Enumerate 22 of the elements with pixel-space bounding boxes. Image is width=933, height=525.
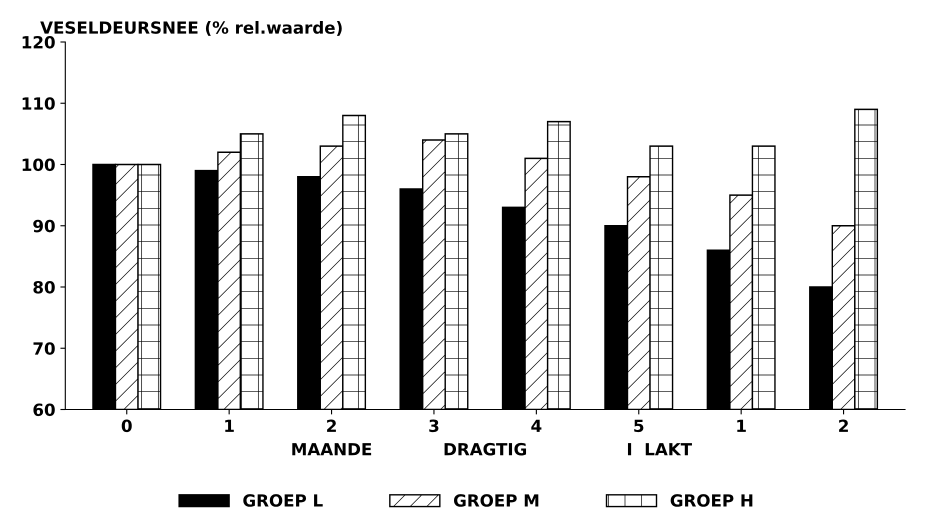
x-tick-label: 1 — [737, 420, 746, 432]
text: DRAGTIG — [444, 442, 526, 456]
y-tick-label: 90 — [33, 220, 55, 232]
x-tick-label: 2 — [327, 420, 336, 432]
y-tick-label: 70 — [34, 342, 55, 355]
y-tick-label: 60 — [33, 403, 55, 416]
x-tick-label: 1 — [225, 420, 234, 432]
legend-label: GROEP H — [670, 494, 752, 507]
legend-label: GROEP M — [454, 494, 538, 507]
y-tick-label: 100 — [22, 158, 55, 172]
chart-title: VESELDEURSNEE (% rel.waarde) — [40, 21, 342, 36]
text: MAANDE — [292, 443, 372, 456]
x-tick-label: 4 — [531, 420, 542, 432]
x-tick-label: 5 — [634, 420, 644, 432]
y-tick-label: 120 — [22, 36, 55, 49]
y-tick-label: 80 — [33, 280, 55, 294]
x-tick-label: 3 — [429, 420, 438, 432]
legend-label: GROEP L — [243, 494, 323, 507]
x-tick-label: 0 — [122, 420, 132, 432]
x-tick-label: 2 — [839, 420, 848, 432]
y-tick-label: 110 — [22, 97, 55, 110]
text: I LAKT — [628, 443, 692, 456]
